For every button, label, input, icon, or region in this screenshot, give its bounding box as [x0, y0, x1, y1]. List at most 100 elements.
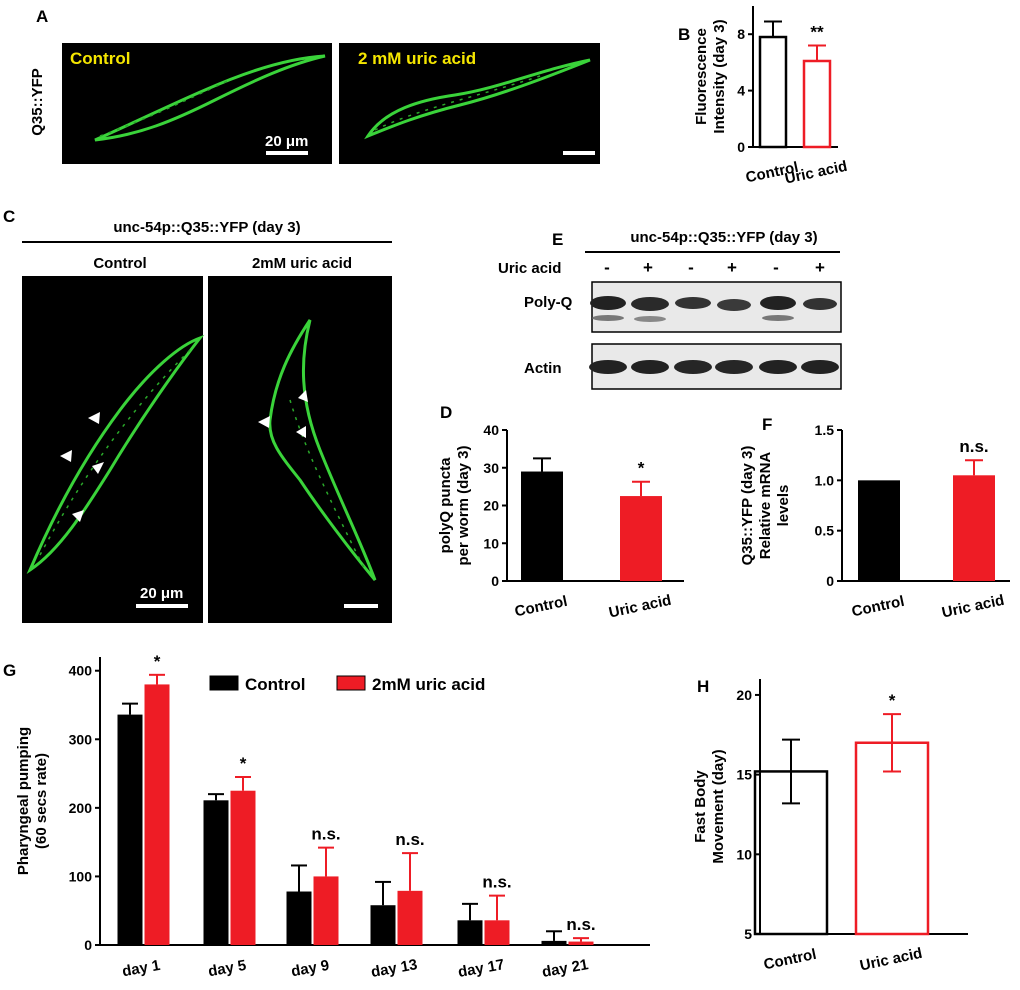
y-tick-label: 200 — [69, 800, 93, 816]
lane-marker: + — [815, 258, 825, 277]
bar — [953, 475, 995, 581]
y-tick-label: 0.5 — [815, 523, 835, 539]
bar — [313, 876, 339, 945]
panel-a-control-label: Control — [70, 49, 130, 68]
chart-d: 0 10 20 30 40 polyQ puncta per worm (day 3) Con… — [437, 422, 684, 622]
significance-label: n.s. — [482, 873, 511, 892]
panel-e-lane-markers: - + - + - + — [604, 258, 825, 277]
panel-label-c: C — [3, 207, 15, 226]
significance-label: n.s. — [566, 915, 595, 934]
bar — [457, 920, 483, 945]
y-tick-label: 400 — [69, 663, 93, 679]
panel-label-d: D — [440, 403, 452, 422]
y-tick-label: 300 — [69, 731, 93, 747]
lane-marker: + — [643, 258, 653, 277]
western-blot-actin — [589, 343, 842, 390]
y-tick-label: 4 — [737, 83, 745, 99]
x-tick-label: Uric acid — [940, 592, 1006, 622]
x-tick-label: day 9 — [290, 957, 331, 980]
bar — [397, 890, 423, 945]
x-tick-label: day 17 — [457, 956, 506, 981]
chart-g: 0 100 200 300 400 Pharyngeal pumping (60 secs … — [15, 652, 650, 981]
panel-label-h: H — [697, 677, 709, 696]
significance-label: n.s. — [311, 825, 340, 844]
y-tick-label: 100 — [69, 868, 93, 884]
x-tick-label: Uric acid — [858, 945, 924, 975]
panel-a-treatment-image: 2 mM uric acid — [339, 43, 600, 164]
legend-label: 2mM uric acid — [372, 675, 485, 694]
y-tick-label: 20 — [483, 498, 499, 514]
y-tick-label: 20 — [736, 687, 752, 703]
y-axis-label: Movement (day) — [710, 749, 727, 863]
bar — [858, 480, 900, 581]
significance-label: n.s. — [395, 830, 424, 849]
bar — [568, 941, 594, 945]
y-axis-label: Fluorescence — [693, 28, 710, 125]
panel-a-scale-bar-label: 20 μm — [265, 133, 308, 150]
chart-h: 5 10 15 20 Fast Body Movement (day) Control * Ur… — [692, 679, 968, 975]
x-tick-label: day 13 — [370, 956, 419, 981]
y-tick-label: 1.0 — [815, 472, 835, 488]
y-axis-label: Pharyngeal pumping — [15, 727, 32, 875]
y-axis-label: Fast Body — [692, 770, 709, 843]
panel-a-strain-label: Q35::YFP — [29, 68, 46, 136]
lane-marker: - — [773, 258, 779, 277]
significance-label: * — [240, 754, 247, 773]
panel-label-g: G — [3, 661, 16, 680]
bar — [117, 714, 143, 945]
panel-e-row-label: Uric acid — [498, 260, 561, 277]
y-axis-label: (60 secs rate) — [33, 753, 50, 849]
legend-swatch — [336, 675, 366, 691]
panel-e-title: unc-54p::Q35::YFP (day 3) — [630, 229, 817, 246]
significance-label: * — [154, 652, 161, 671]
panel-e-band-actin-label: Actin — [524, 360, 562, 377]
significance-label: * — [638, 459, 645, 478]
bar — [230, 790, 256, 945]
x-tick-label: day 1 — [121, 957, 162, 980]
bar — [203, 800, 229, 945]
panel-a-treatment-label: 2 mM uric acid — [358, 49, 476, 68]
y-tick-label: 8 — [737, 26, 745, 42]
y-tick-label: 10 — [483, 535, 499, 551]
y-axis-label: per worm (day 3) — [455, 445, 472, 565]
panel-c-control-image: 20 μm — [22, 276, 205, 623]
y-tick-label: 0 — [491, 573, 499, 589]
x-tick-label: Control — [850, 593, 906, 621]
y-axis-label: Q35::YFP (day 3) — [739, 446, 756, 566]
y-tick-label: 0 — [84, 937, 92, 953]
y-axis-label: polyQ puncta — [437, 457, 454, 553]
x-tick-label: Uric acid — [607, 592, 673, 622]
bar — [370, 905, 396, 945]
y-axis-label: Intensity (day 3) — [711, 19, 728, 133]
panel-label-b: B — [678, 25, 690, 44]
bar — [802, 59, 832, 149]
y-tick-label: 1.5 — [815, 422, 835, 438]
bar — [758, 35, 788, 149]
significance-label: n.s. — [959, 437, 988, 456]
legend-swatch — [209, 675, 239, 691]
panel-c-title: unc-54p::Q35::YFP (day 3) — [113, 219, 300, 236]
panel-label-e: E — [552, 230, 563, 249]
x-tick-label: Control — [762, 946, 818, 974]
bar — [521, 471, 563, 581]
western-blot-polyq — [590, 281, 842, 333]
y-tick-label: 5 — [744, 926, 752, 942]
panel-e-band-polyq-label: Poly-Q — [524, 294, 573, 311]
y-axis-label: Relative mRNA — [757, 452, 774, 560]
y-tick-label: 30 — [483, 460, 499, 476]
lane-marker: + — [727, 258, 737, 277]
legend-label: Control — [245, 675, 305, 694]
panel-c-treatment-label: 2mM uric acid — [252, 255, 352, 272]
bar — [144, 684, 170, 945]
bar — [484, 920, 510, 945]
x-tick-label: Control — [513, 593, 569, 621]
bar — [620, 496, 662, 581]
significance-label: * — [889, 691, 896, 710]
bar — [286, 891, 312, 945]
y-tick-label: 0 — [826, 573, 834, 589]
x-tick-label: day 5 — [207, 957, 248, 980]
panel-c-treatment-image — [208, 276, 392, 623]
